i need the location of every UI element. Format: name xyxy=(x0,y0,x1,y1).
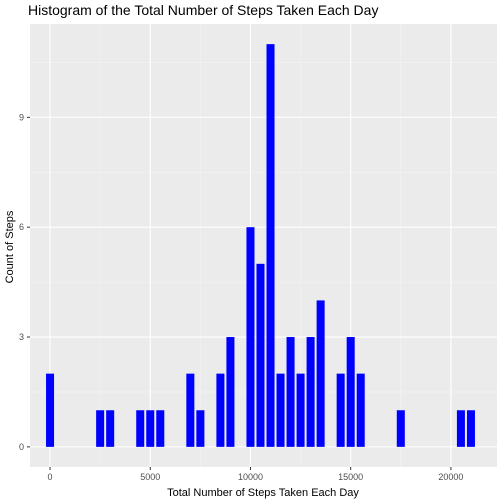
histogram-bar xyxy=(136,410,145,447)
histogram-bar xyxy=(346,337,355,447)
histogram-bar xyxy=(316,300,325,447)
histogram-bar xyxy=(276,373,285,447)
histogram-bar xyxy=(296,373,305,447)
histogram-bar xyxy=(96,410,105,447)
histogram-bar xyxy=(336,373,345,447)
x-tick-label: 0 xyxy=(48,472,53,482)
y-axis-label: Count of Steps xyxy=(4,210,16,283)
y-tick-label: 6 xyxy=(19,222,24,232)
histogram-bar xyxy=(286,337,295,447)
histogram-bar xyxy=(106,410,115,447)
histogram-bar xyxy=(456,410,465,447)
y-tick-label: 3 xyxy=(19,332,24,342)
y-axis-ticks: 0 3 6 9 xyxy=(19,112,30,452)
histogram-bar xyxy=(306,337,315,447)
x-axis-ticks: 0 5000 10000 15000 20000 xyxy=(48,467,463,482)
histogram-bar xyxy=(396,410,405,447)
histogram-bar xyxy=(46,373,55,447)
histogram-bar xyxy=(256,263,265,447)
histogram-bar xyxy=(466,410,475,447)
histogram-bars xyxy=(46,44,475,447)
x-axis-label: Total Number of Steps Taken Each Day xyxy=(167,487,359,499)
y-tick-label: 0 xyxy=(19,442,24,452)
histogram-bar xyxy=(356,373,365,447)
histogram-bar xyxy=(226,337,235,447)
x-tick-label: 5000 xyxy=(140,472,160,482)
histogram-bar xyxy=(216,373,225,447)
histogram-bar xyxy=(146,410,155,447)
x-tick-label: 20000 xyxy=(438,472,463,482)
x-tick-label: 15000 xyxy=(338,472,363,482)
y-tick-label: 9 xyxy=(19,112,24,122)
chart-title: Histogram of the Total Number of Steps T… xyxy=(28,2,378,18)
histogram-bar xyxy=(196,410,205,447)
x-tick-label: 10000 xyxy=(238,472,263,482)
histogram-bar xyxy=(186,373,195,447)
histogram-bar xyxy=(266,44,275,447)
histogram-bar xyxy=(246,227,255,447)
histogram-bar xyxy=(156,410,165,447)
